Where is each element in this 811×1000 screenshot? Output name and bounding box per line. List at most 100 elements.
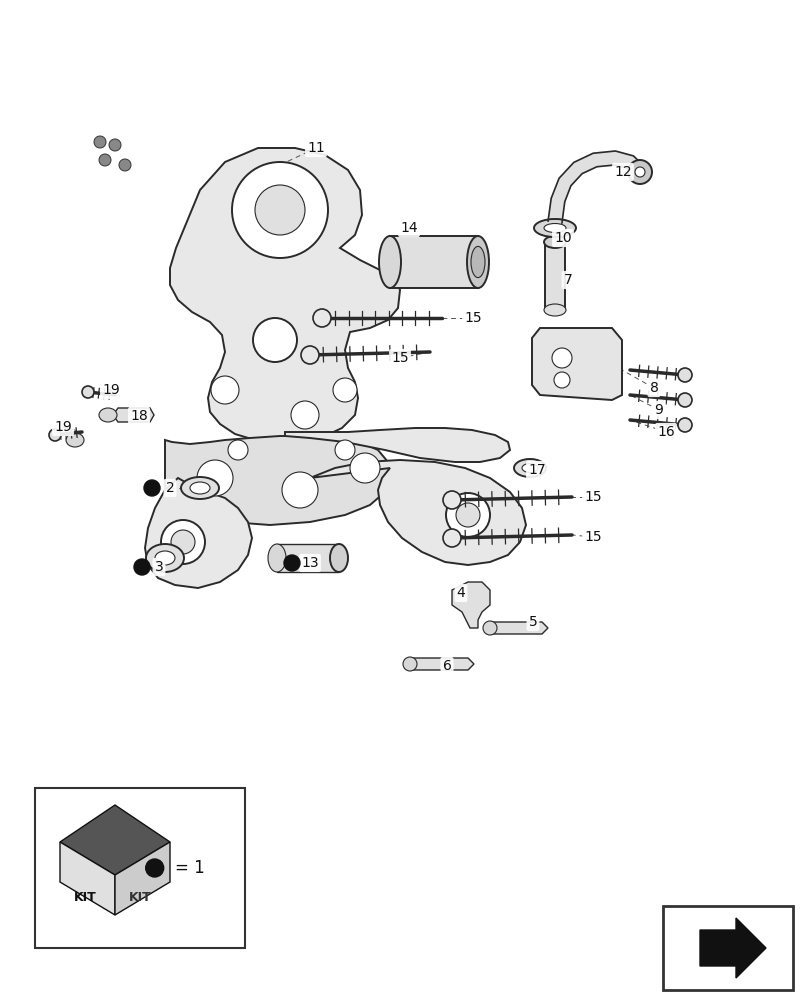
Ellipse shape bbox=[66, 433, 84, 447]
Ellipse shape bbox=[534, 219, 575, 237]
Ellipse shape bbox=[379, 236, 401, 288]
Ellipse shape bbox=[543, 224, 565, 233]
Text: 11: 11 bbox=[307, 141, 324, 155]
Polygon shape bbox=[484, 622, 547, 634]
Text: 13: 13 bbox=[301, 556, 319, 570]
Circle shape bbox=[94, 136, 106, 148]
Text: 18: 18 bbox=[130, 409, 148, 423]
Text: 15: 15 bbox=[391, 351, 408, 365]
Text: KIT: KIT bbox=[74, 892, 97, 904]
Text: 5: 5 bbox=[528, 615, 537, 629]
Polygon shape bbox=[60, 805, 169, 875]
Text: 12: 12 bbox=[613, 165, 631, 179]
Text: = 1: = 1 bbox=[174, 859, 204, 877]
Circle shape bbox=[99, 154, 111, 166]
Text: 14: 14 bbox=[400, 221, 418, 235]
Circle shape bbox=[281, 472, 318, 508]
Text: KIT: KIT bbox=[129, 892, 152, 904]
Polygon shape bbox=[277, 544, 338, 572]
Circle shape bbox=[443, 529, 461, 547]
Circle shape bbox=[284, 555, 299, 571]
Circle shape bbox=[134, 559, 150, 575]
Circle shape bbox=[350, 453, 380, 483]
Circle shape bbox=[145, 859, 164, 877]
Text: 15: 15 bbox=[583, 530, 601, 544]
Text: 8: 8 bbox=[649, 381, 658, 395]
Circle shape bbox=[677, 393, 691, 407]
Polygon shape bbox=[113, 408, 154, 422]
Circle shape bbox=[456, 503, 479, 527]
Circle shape bbox=[333, 378, 357, 402]
Polygon shape bbox=[699, 918, 765, 978]
Ellipse shape bbox=[521, 464, 538, 473]
Polygon shape bbox=[169, 148, 400, 442]
Circle shape bbox=[290, 401, 319, 429]
Bar bbox=[389, 236, 478, 288]
Ellipse shape bbox=[146, 544, 184, 572]
Circle shape bbox=[49, 429, 61, 441]
Polygon shape bbox=[531, 328, 621, 400]
Ellipse shape bbox=[470, 246, 484, 278]
Bar bbox=[35, 788, 245, 948]
Circle shape bbox=[634, 167, 644, 177]
Text: 19: 19 bbox=[54, 420, 72, 434]
Text: 9: 9 bbox=[654, 403, 663, 417]
Circle shape bbox=[301, 346, 319, 364]
Ellipse shape bbox=[513, 459, 545, 477]
Text: 4: 4 bbox=[456, 586, 465, 600]
Text: 17: 17 bbox=[527, 463, 545, 477]
Circle shape bbox=[82, 386, 94, 398]
Text: 10: 10 bbox=[553, 231, 571, 245]
Circle shape bbox=[211, 376, 238, 404]
Circle shape bbox=[171, 530, 195, 554]
Circle shape bbox=[551, 348, 571, 368]
Polygon shape bbox=[145, 478, 251, 588]
Circle shape bbox=[144, 480, 160, 496]
Circle shape bbox=[627, 160, 651, 184]
Text: 15: 15 bbox=[583, 490, 601, 504]
Polygon shape bbox=[115, 842, 169, 915]
Circle shape bbox=[253, 318, 297, 362]
Circle shape bbox=[255, 185, 305, 235]
Circle shape bbox=[197, 460, 233, 496]
Text: 15: 15 bbox=[464, 311, 481, 325]
Polygon shape bbox=[544, 242, 564, 310]
Ellipse shape bbox=[99, 408, 117, 422]
Polygon shape bbox=[404, 658, 474, 670]
Text: 6: 6 bbox=[442, 659, 451, 673]
Ellipse shape bbox=[181, 477, 219, 499]
Circle shape bbox=[677, 368, 691, 382]
Ellipse shape bbox=[155, 551, 175, 565]
Circle shape bbox=[445, 493, 489, 537]
Circle shape bbox=[677, 418, 691, 432]
Polygon shape bbox=[452, 582, 489, 628]
Ellipse shape bbox=[190, 482, 210, 494]
Circle shape bbox=[109, 139, 121, 151]
Text: 3: 3 bbox=[154, 560, 163, 574]
Circle shape bbox=[119, 159, 131, 171]
Ellipse shape bbox=[402, 657, 417, 671]
Ellipse shape bbox=[483, 621, 496, 635]
Circle shape bbox=[312, 309, 331, 327]
Text: 2: 2 bbox=[165, 481, 174, 495]
Circle shape bbox=[161, 520, 204, 564]
Polygon shape bbox=[547, 151, 644, 223]
Circle shape bbox=[232, 162, 328, 258]
Ellipse shape bbox=[543, 304, 565, 316]
Polygon shape bbox=[165, 436, 389, 525]
Polygon shape bbox=[60, 842, 115, 915]
Ellipse shape bbox=[329, 544, 348, 572]
Text: 19: 19 bbox=[102, 383, 120, 397]
Circle shape bbox=[443, 491, 461, 509]
Ellipse shape bbox=[543, 236, 565, 248]
Text: 16: 16 bbox=[656, 425, 674, 439]
Polygon shape bbox=[285, 428, 509, 462]
Circle shape bbox=[553, 372, 569, 388]
Circle shape bbox=[228, 440, 247, 460]
Polygon shape bbox=[310, 460, 526, 565]
Circle shape bbox=[335, 440, 354, 460]
Ellipse shape bbox=[268, 544, 285, 572]
Text: 7: 7 bbox=[563, 273, 572, 287]
Ellipse shape bbox=[466, 236, 488, 288]
Bar bbox=[663, 906, 792, 990]
